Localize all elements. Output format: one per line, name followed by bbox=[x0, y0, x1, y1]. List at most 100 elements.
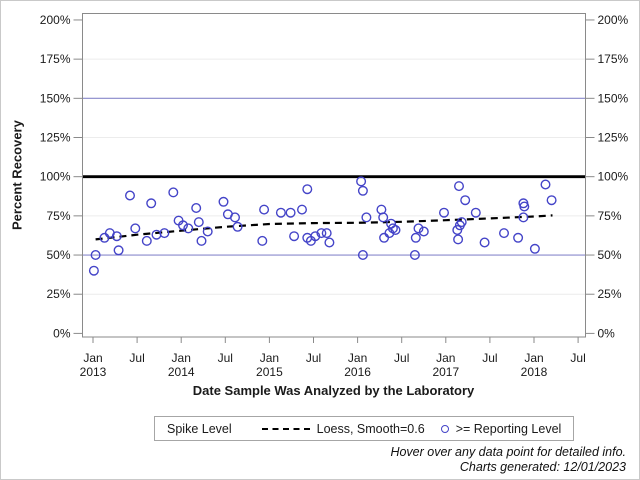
data-point[interactable] bbox=[257, 235, 268, 246]
data-point[interactable] bbox=[151, 229, 162, 240]
data-point[interactable] bbox=[413, 223, 424, 234]
y-tick-label-right-125: 125% bbox=[598, 131, 629, 145]
y-tick-label-left-150: 150% bbox=[40, 91, 71, 105]
data-point[interactable] bbox=[168, 187, 179, 198]
data-point[interactable] bbox=[321, 228, 332, 239]
data-point[interactable] bbox=[259, 204, 270, 215]
legend-points-label: >= Reporting Level bbox=[455, 421, 562, 436]
data-point[interactable] bbox=[439, 207, 450, 218]
x-tick-month-2013: Jan bbox=[83, 351, 102, 365]
x-tick-month-2016: Jan bbox=[348, 351, 367, 365]
plot-svg: 0% 0% 25% 25% 50% 50% 75% 75% 100% 100% 125% 125% 15… bbox=[40, 13, 629, 379]
data-point[interactable] bbox=[418, 226, 429, 237]
y-tick-label-left-25: 25% bbox=[46, 287, 70, 301]
data-point[interactable] bbox=[357, 249, 368, 260]
y-tick-label-left-0: 0% bbox=[53, 326, 71, 340]
data-point[interactable] bbox=[479, 237, 490, 248]
data-point[interactable] bbox=[146, 198, 157, 209]
y-tick-label-right-200: 200% bbox=[598, 13, 629, 27]
y-axis-title: Percent Recovery bbox=[9, 120, 25, 230]
data-point[interactable] bbox=[499, 228, 510, 239]
data-point[interactable] bbox=[275, 207, 286, 218]
data-point[interactable] bbox=[470, 207, 481, 218]
data-point[interactable] bbox=[410, 232, 421, 243]
data-point[interactable] bbox=[196, 235, 207, 246]
data-point[interactable] bbox=[297, 204, 308, 215]
footer-hover-note: Hover over any data point for detailed i… bbox=[390, 445, 626, 459]
data-point[interactable] bbox=[130, 223, 141, 234]
data-point[interactable] bbox=[177, 220, 188, 231]
data-point[interactable] bbox=[310, 231, 321, 242]
data-point[interactable] bbox=[302, 184, 313, 195]
x-tick-month-2016.5: Jul bbox=[394, 351, 409, 365]
loess-curve bbox=[95, 214, 553, 241]
data-point[interactable] bbox=[518, 212, 529, 223]
x-tick-month-2017: Jan bbox=[436, 351, 455, 365]
data-point[interactable] bbox=[519, 201, 530, 212]
x-tick-month-2015.5: Jul bbox=[306, 351, 321, 365]
data-point[interactable] bbox=[191, 202, 202, 213]
y-tick-label-right-0: 0% bbox=[598, 326, 616, 340]
data-point[interactable] bbox=[88, 265, 99, 276]
x-tick-month-2018: Jan bbox=[524, 351, 543, 365]
y-tick-label-left-50: 50% bbox=[46, 248, 70, 262]
y-tick-label-right-150: 150% bbox=[598, 91, 629, 105]
y-tick-label-right-25: 25% bbox=[598, 287, 622, 301]
data-point[interactable] bbox=[409, 249, 420, 260]
data-point[interactable] bbox=[454, 181, 465, 192]
footer-generated-date: Charts generated: 12/01/2023 bbox=[459, 460, 626, 474]
chart-legend: Spike Level Loess, Smooth=0.6 >= Reporti… bbox=[154, 416, 575, 441]
data-point[interactable] bbox=[232, 221, 243, 232]
data-point[interactable] bbox=[285, 207, 296, 218]
data-point[interactable] bbox=[378, 212, 389, 223]
data-point[interactable] bbox=[113, 245, 124, 256]
dashed-line-swatch-icon bbox=[261, 427, 310, 430]
x-tick-month-2017.5: Jul bbox=[482, 351, 497, 365]
data-point[interactable] bbox=[456, 217, 467, 228]
x-tick-year-2013: 2013 bbox=[80, 365, 107, 379]
data-point[interactable] bbox=[540, 179, 551, 190]
x-tick-year-2014: 2014 bbox=[168, 365, 195, 379]
x-tick-year-2015: 2015 bbox=[256, 365, 283, 379]
x-tick-month-2018.5: Jul bbox=[570, 351, 585, 365]
y-tick-label-left-125: 125% bbox=[40, 131, 71, 145]
data-point[interactable] bbox=[90, 249, 101, 260]
data-point[interactable] bbox=[316, 228, 327, 239]
y-tick-label-left-75: 75% bbox=[46, 209, 70, 223]
data-point[interactable] bbox=[324, 237, 335, 248]
legend-entry-loess: Loess, Smooth=0.6 bbox=[261, 421, 425, 436]
data-point[interactable] bbox=[361, 212, 372, 223]
x-axis-title: Date Sample Was Analyzed by the Laborato… bbox=[192, 383, 475, 398]
data-point[interactable] bbox=[390, 224, 401, 235]
data-point[interactable] bbox=[387, 223, 398, 234]
data-point[interactable] bbox=[513, 232, 524, 243]
data-point[interactable] bbox=[289, 231, 300, 242]
open-circle-marker-icon bbox=[440, 424, 449, 433]
data-point[interactable] bbox=[183, 223, 194, 234]
legend-entry-reporting-level: >= Reporting Level bbox=[440, 421, 562, 436]
data-point[interactable] bbox=[193, 217, 204, 228]
data-point[interactable] bbox=[141, 235, 152, 246]
x-tick-month-2013.5: Jul bbox=[129, 351, 144, 365]
legend-loess-label: Loess, Smooth=0.6 bbox=[316, 421, 425, 436]
y-tick-label-right-175: 175% bbox=[598, 52, 629, 66]
data-point[interactable] bbox=[218, 196, 229, 207]
x-tick-month-2014: Jan bbox=[172, 351, 191, 365]
plot-frame bbox=[82, 13, 586, 338]
data-point[interactable] bbox=[460, 195, 471, 206]
data-point[interactable] bbox=[529, 243, 540, 254]
data-point[interactable] bbox=[453, 234, 464, 245]
data-point[interactable] bbox=[159, 228, 170, 239]
data-point[interactable] bbox=[124, 190, 135, 201]
data-point[interactable] bbox=[202, 226, 213, 237]
data-point[interactable] bbox=[111, 231, 122, 242]
data-point[interactable] bbox=[357, 185, 368, 196]
data-point[interactable] bbox=[229, 212, 240, 223]
data-point[interactable] bbox=[356, 176, 367, 187]
x-tick-year-2017: 2017 bbox=[432, 365, 459, 379]
chart-footer: Hover over any data point for detailed i… bbox=[390, 445, 626, 475]
x-tick-year-2016: 2016 bbox=[344, 365, 371, 379]
data-point[interactable] bbox=[546, 195, 557, 206]
legend-title-spike-level: Spike Level bbox=[167, 421, 232, 436]
